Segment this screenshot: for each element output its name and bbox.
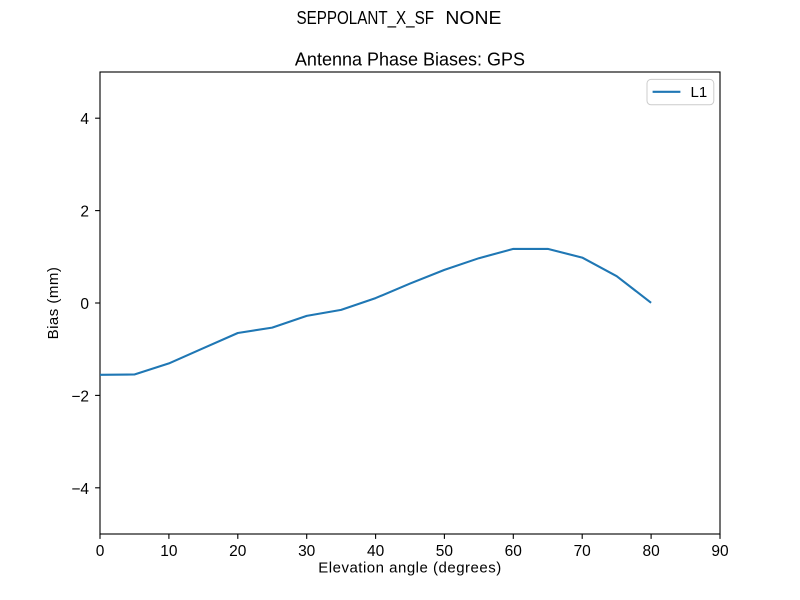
svg-text:20: 20 [229, 543, 247, 560]
svg-text:40: 40 [367, 543, 385, 560]
svg-text:50: 50 [436, 543, 454, 560]
svg-text:SEPPOLANT_X_SF: SEPPOLANT_X_SF [297, 8, 435, 29]
svg-text:Antenna Phase Biases: GPS: Antenna Phase Biases: GPS [295, 50, 525, 70]
svg-text:0: 0 [80, 296, 89, 313]
svg-text:L1: L1 [691, 84, 708, 101]
svg-text:4: 4 [80, 111, 89, 128]
svg-text:−4: −4 [71, 481, 89, 498]
svg-text:60: 60 [505, 543, 523, 560]
svg-text:70: 70 [574, 543, 592, 560]
svg-text:80: 80 [642, 543, 660, 560]
svg-text:NONE: NONE [445, 8, 501, 28]
svg-text:10: 10 [160, 543, 178, 560]
svg-text:30: 30 [298, 543, 316, 560]
svg-text:90: 90 [711, 543, 729, 560]
svg-text:2: 2 [80, 204, 89, 221]
svg-text:−2: −2 [71, 388, 89, 405]
svg-text:0: 0 [96, 543, 105, 560]
svg-text:Bias (mm): Bias (mm) [45, 267, 62, 340]
svg-text:Elevation angle (degrees): Elevation angle (degrees) [318, 560, 501, 577]
